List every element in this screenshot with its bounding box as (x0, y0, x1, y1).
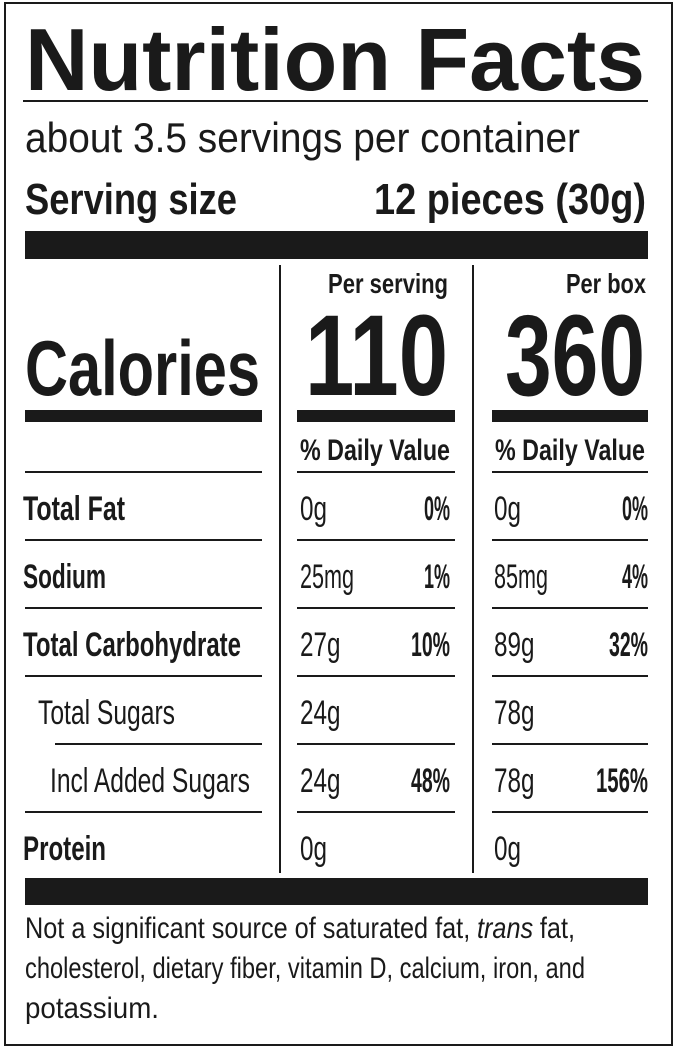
amount: 78g (494, 694, 535, 732)
footnote-line: potassium. (25, 992, 159, 1025)
footnote-text: trans (477, 912, 533, 945)
label-border (4, 2, 673, 1046)
title: Nutrition Facts (25, 10, 645, 109)
nutrient-name: Incl Added Sugars (50, 762, 250, 800)
amount: 85mg (494, 558, 548, 596)
daily-value: 48% (411, 762, 450, 800)
daily-value: 32% (609, 626, 648, 664)
amount: 27g (300, 626, 341, 664)
amount: 0g (300, 830, 327, 868)
amount: 0g (494, 830, 521, 868)
servings: about 3.5 servings per container (25, 114, 580, 161)
calories-label: Calories (25, 324, 260, 412)
amount: 24g (300, 762, 341, 800)
nutrient-name: Total Carbohydrate (23, 626, 241, 664)
amount: 78g (494, 762, 535, 800)
footnote-text: fat, (540, 912, 575, 945)
calories-value: 110 (305, 292, 448, 420)
column-heading: Per serving (328, 268, 448, 299)
calories-bar (25, 410, 262, 422)
amount: 0g (494, 490, 521, 528)
thick-bar (25, 231, 648, 259)
footnote-line: Not a significant source of saturated fa… (25, 912, 575, 945)
serving-size-label: Serving size (25, 175, 237, 224)
amount: 89g (494, 626, 535, 664)
column-heading: Per box (566, 268, 646, 299)
daily-value: 10% (411, 626, 450, 664)
footnote-text: Not a significant source of saturated fa… (25, 912, 470, 945)
daily-value: 0% (424, 490, 450, 528)
daily-value-heading: % Daily Value (300, 434, 450, 467)
nutrient-name: Total Sugars (38, 694, 175, 732)
daily-value: 0% (622, 490, 648, 528)
nutrient-name: Sodium (23, 558, 106, 596)
amount: 0g (300, 490, 327, 528)
daily-value-heading: % Daily Value (495, 434, 645, 467)
daily-value: 4% (622, 558, 648, 596)
nutrient-name: Protein (23, 830, 106, 868)
nutrient-name: Total Fat (23, 490, 125, 528)
thick-bar (25, 878, 648, 905)
footnote-line: cholesterol, dietary fiber, vitamin D, c… (25, 952, 585, 985)
daily-value: 1% (424, 558, 450, 596)
daily-value: 156% (596, 762, 648, 800)
amount: 25mg (300, 558, 354, 596)
serving-size-value: 12 pieces (30g) (374, 175, 646, 224)
calories-bar (297, 410, 455, 422)
calories-bar (492, 410, 648, 422)
amount: 24g (300, 694, 341, 732)
calories-value: 360 (505, 292, 645, 420)
